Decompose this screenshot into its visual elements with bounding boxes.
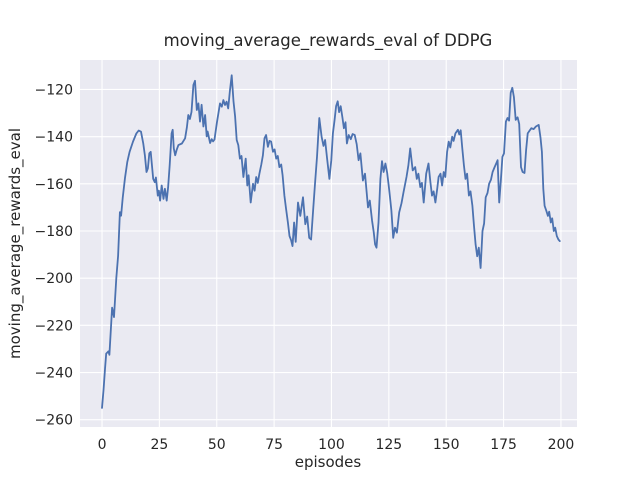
y-tick-labels: −120 −140 −160 −180 −200 −220 −240 −260: [35, 82, 73, 428]
x-tick-label: 0: [98, 437, 107, 453]
y-tick-label: −120: [35, 82, 73, 98]
x-axis-label: episodes: [295, 453, 362, 471]
plot-area-background: [80, 60, 577, 427]
y-tick-label: −180: [35, 224, 73, 240]
y-tick-label: −240: [35, 366, 73, 382]
x-tick-label: 150: [433, 437, 460, 453]
chart-title: moving_average_rewards_eval of DDPG: [164, 31, 493, 51]
y-tick-label: −200: [35, 271, 73, 287]
y-tick-label: −140: [35, 130, 73, 146]
series-line-group: [101, 74, 561, 409]
y-tick-label: −160: [35, 177, 73, 193]
x-tick-labels: 0 25 50 75 100 125 150 175 200: [98, 437, 575, 453]
x-tick-label: 50: [208, 437, 226, 453]
y-axis-label: moving_average_rewards_eval: [6, 128, 25, 359]
y-tick-label: −220: [35, 318, 73, 334]
x-tick-label: 125: [375, 437, 402, 453]
y-tick-label: −260: [35, 413, 73, 429]
x-tick-label: 100: [318, 437, 345, 453]
moving-average-rewards-line: [101, 74, 561, 409]
x-tick-label: 25: [150, 437, 168, 453]
x-tick-label: 75: [265, 437, 283, 453]
x-tick-label: 200: [548, 437, 575, 453]
x-tick-label: 175: [490, 437, 517, 453]
